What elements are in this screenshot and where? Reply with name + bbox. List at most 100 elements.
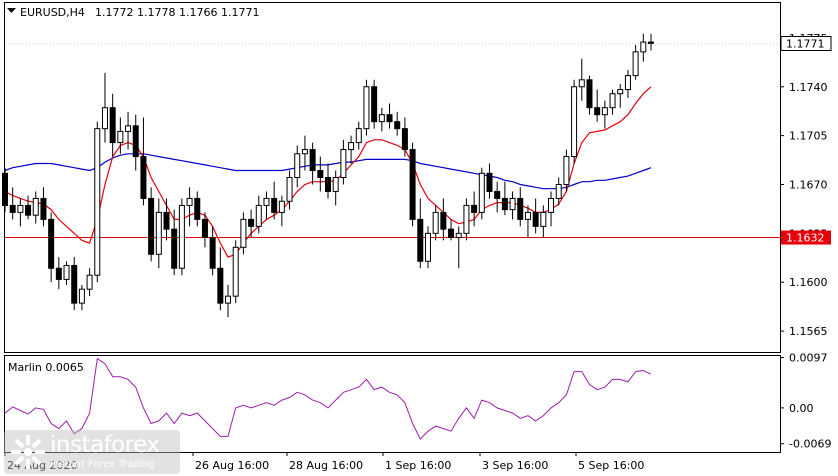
candle [632,44,639,80]
candle-body [78,288,85,304]
current-price-text: 1.1771 [786,37,825,50]
candle [486,163,493,199]
candle [71,257,78,311]
candle [155,198,162,269]
ohlc-values: 1.1772 1.1778 1.1766 1.1771 [95,6,259,19]
candle [355,121,362,150]
candle [517,187,524,227]
candle-body [486,172,493,192]
candle-body [178,204,185,269]
candle-body [478,172,485,213]
price-tick-label: 1.1740 [789,81,828,94]
candle-body [17,204,24,213]
candle-body [40,197,47,220]
candle [578,58,585,101]
candle [178,198,185,276]
candle-body [125,125,132,132]
candles [2,33,654,318]
candle [132,114,139,171]
candle [255,195,262,234]
candle-body [209,237,216,269]
candle-body [463,204,470,234]
candle-body [509,197,516,211]
candle [417,198,424,269]
candle [640,33,647,62]
dropdown-triangle-icon[interactable] [7,8,16,13]
candle-body [286,177,293,202]
candle-body [448,228,455,239]
candle-body [640,41,647,53]
candle-body [25,204,32,216]
candle [217,247,224,311]
candle-body [217,267,224,304]
candle [409,142,416,227]
candle [209,226,216,276]
candle [186,187,193,227]
candle [17,198,24,227]
candle-body [394,121,401,130]
candle [194,191,201,227]
candle-body [117,130,124,144]
indicator-tick-label: 0.00 [789,402,814,415]
candle [48,212,55,283]
candle-body [555,183,562,199]
candle [617,83,624,108]
candle-body [601,107,608,116]
candle [532,198,539,234]
current-price-tag [780,35,832,51]
candle-body [440,211,447,230]
candle-body [155,211,162,255]
candle-body [563,156,570,185]
candle [378,107,385,132]
candle-body [248,218,255,227]
candle-body [578,79,585,88]
candle [509,191,516,220]
candle [232,240,239,304]
candle [9,187,16,220]
candle [540,205,547,238]
candle [301,135,308,171]
time-tick-label: 3 Sep 16:00 [482,459,548,472]
candle-body [94,128,101,276]
candle-body [524,211,531,220]
candle [471,191,478,227]
candle [348,135,355,164]
candle-body [455,232,462,239]
candle-body [301,149,308,155]
oscillator-polyline [4,357,652,440]
oscillator-line [4,357,652,440]
candle [401,117,408,157]
candle [524,205,531,238]
candle-body [386,114,393,123]
time-tick-label: 24 Aug 2020 [7,459,77,472]
candle [463,198,470,241]
candle-body [517,197,524,220]
candle-body [109,107,116,144]
instaforex-watermark: instaforex Instant Forex Trading [4,430,180,474]
candle [2,167,8,213]
candle-body [294,153,301,179]
candle [32,191,39,224]
candle-body [378,114,385,123]
candle [317,156,324,192]
price-tick-label: 1.1670 [789,178,828,191]
candle-body [609,93,616,109]
watermark-tagline: Instant Forex Trading [50,459,156,470]
candle [478,167,485,220]
indicator-panel [4,355,781,453]
candle-body [271,197,278,213]
candle-body [2,172,8,206]
candle [609,89,616,115]
candle [125,111,132,150]
indicator-tick-label: 0.0097 [789,352,828,365]
candle-body [48,218,55,269]
candle [309,142,316,185]
candle-body [186,197,193,206]
candle [225,284,232,318]
candle [601,100,608,129]
candle [109,93,116,157]
candle-body [140,156,147,199]
candle-body [201,218,208,239]
candle-body [586,79,593,109]
